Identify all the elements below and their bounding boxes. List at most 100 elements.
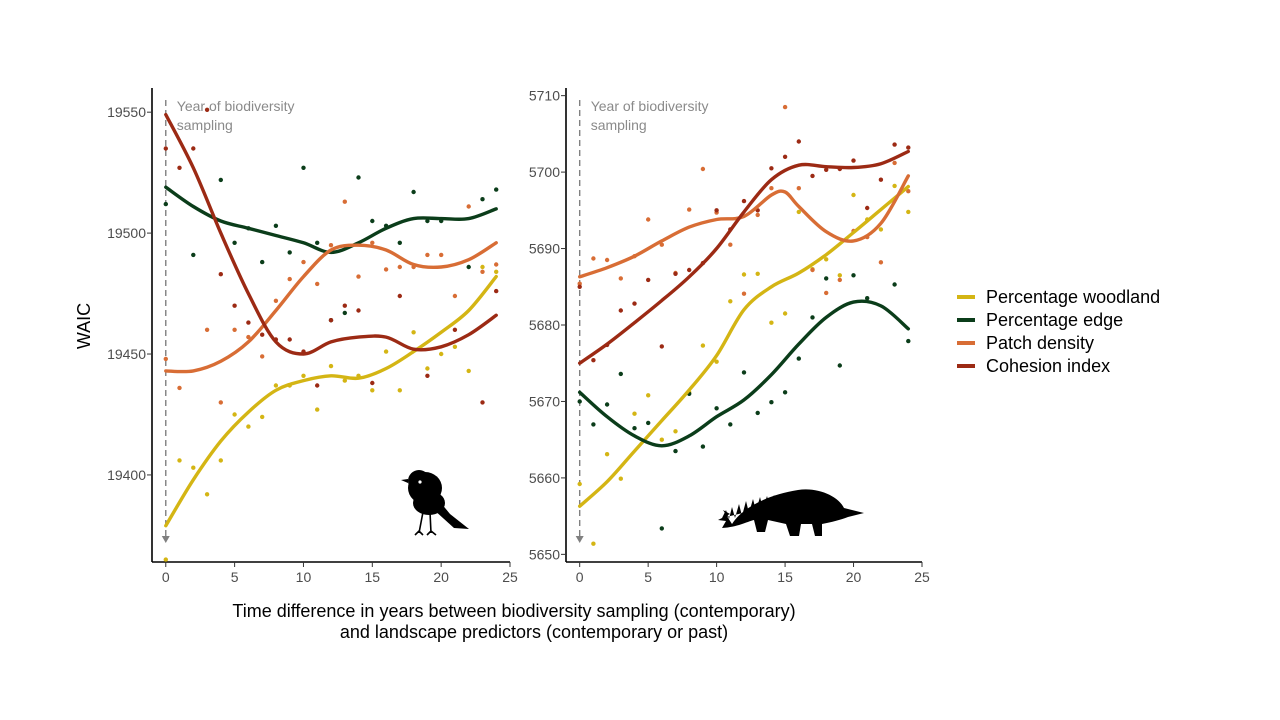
data-point-cohesion	[646, 277, 651, 283]
y-axis-title: WAIC	[74, 303, 94, 349]
data-point-cohesion	[342, 303, 347, 308]
y-tick-label: 19550	[107, 104, 146, 120]
data-point-patch-density	[646, 217, 651, 222]
data-point-woodland	[163, 557, 168, 562]
trend-line-cohesion	[164, 112, 498, 356]
y-tick-label: 5710	[529, 88, 560, 104]
data-point-woodland	[714, 359, 719, 364]
legend-label-woodland: Percentage woodland	[986, 287, 1160, 307]
data-point-edge	[232, 240, 237, 245]
data-point-woodland	[796, 209, 801, 215]
data-point-edge	[714, 406, 719, 411]
data-point-edge	[906, 338, 911, 344]
data-point-patch-density	[260, 354, 265, 359]
data-point-edge	[260, 259, 265, 265]
data-point-woodland	[728, 299, 733, 304]
x-tick-label: 0	[162, 569, 170, 585]
data-point-patch-density	[287, 276, 292, 282]
data-point-woodland	[892, 183, 897, 189]
y-tick-label: 5670	[529, 393, 560, 409]
data-point-woodland	[411, 330, 416, 335]
data-point-cohesion	[315, 383, 320, 388]
data-point-woodland	[782, 311, 788, 316]
data-point-patch-density	[810, 267, 815, 273]
data-point-woodland	[218, 458, 223, 463]
data-point-edge	[315, 240, 320, 245]
trend-line-patch-density	[578, 174, 910, 279]
data-point-woodland	[604, 452, 610, 457]
data-point-patch-density	[342, 199, 347, 204]
data-point-patch-density	[370, 240, 375, 245]
data-point-edge	[755, 410, 760, 416]
data-point-edge	[342, 310, 347, 316]
data-point-woodland	[618, 476, 623, 481]
data-point-cohesion	[892, 142, 897, 147]
data-point-woodland	[370, 388, 375, 393]
legend-label-edge: Percentage edge	[986, 310, 1123, 330]
data-point-patch-density	[659, 242, 664, 247]
data-point-cohesion	[659, 344, 664, 349]
anteater-silhouette-icon	[718, 489, 864, 536]
data-point-patch-density	[163, 356, 168, 362]
data-point-woodland	[755, 271, 760, 276]
data-point-edge	[604, 402, 610, 407]
x-tick-label: 0	[576, 569, 584, 585]
data-point-patch-density	[177, 385, 182, 391]
data-point-woodland	[824, 257, 829, 262]
data-point-woodland	[301, 373, 306, 378]
data-point-patch-density	[591, 256, 596, 261]
data-point-patch-density	[604, 257, 610, 263]
data-point-patch-density	[687, 207, 692, 212]
legend-item: Patch density	[957, 333, 1094, 353]
data-point-edge	[741, 370, 747, 375]
data-point-cohesion	[824, 167, 829, 172]
data-point-patch-density	[769, 186, 774, 191]
data-point-cohesion	[906, 145, 911, 150]
data-point-patch-density	[906, 189, 911, 194]
data-point-cohesion	[673, 271, 678, 276]
data-point-patch-density	[425, 252, 430, 258]
data-point-woodland	[273, 383, 279, 388]
data-point-cohesion	[714, 208, 719, 213]
data-point-patch-density	[824, 290, 829, 296]
data-point-cohesion	[591, 358, 596, 363]
data-point-cohesion	[425, 373, 430, 378]
data-point-patch-density	[782, 104, 788, 110]
data-point-woodland	[646, 393, 651, 398]
data-point-patch-density	[480, 269, 485, 274]
y-tick-label: 19400	[107, 467, 146, 483]
data-point-patch-density	[618, 276, 623, 281]
data-point-edge	[411, 189, 416, 195]
data-point-patch-density	[837, 277, 842, 283]
data-point-edge	[494, 187, 499, 192]
data-point-cohesion	[796, 139, 801, 144]
data-point-edge	[646, 420, 651, 426]
data-point-edge	[892, 282, 897, 287]
data-point-woodland	[673, 429, 678, 434]
data-point-edge	[728, 422, 733, 427]
data-point-patch-density	[466, 204, 471, 209]
x-tick-label: 5	[644, 569, 652, 585]
data-point-patch-density	[273, 298, 279, 303]
data-point-edge	[782, 390, 788, 395]
trend-line-woodland	[578, 184, 910, 508]
x-tick-label: 15	[365, 569, 381, 585]
data-point-cohesion	[287, 337, 292, 342]
data-point-woodland	[383, 349, 389, 354]
data-point-woodland	[246, 424, 251, 429]
data-point-woodland	[328, 363, 334, 369]
x-tick-label: 20	[433, 569, 449, 585]
data-point-edge	[796, 356, 801, 361]
data-point-woodland	[906, 209, 911, 215]
data-point-edge	[700, 444, 706, 449]
data-point-edge	[659, 526, 664, 531]
data-point-edge	[837, 363, 842, 368]
data-point-cohesion	[618, 308, 623, 313]
data-point-edge	[577, 399, 582, 404]
data-point-patch-density	[452, 293, 458, 299]
y-tick-label: 5700	[529, 164, 560, 180]
data-point-woodland	[769, 320, 774, 325]
trend-line-patch-density	[164, 241, 498, 374]
y-tick-label: 19450	[107, 346, 146, 362]
data-point-edge	[618, 371, 623, 377]
